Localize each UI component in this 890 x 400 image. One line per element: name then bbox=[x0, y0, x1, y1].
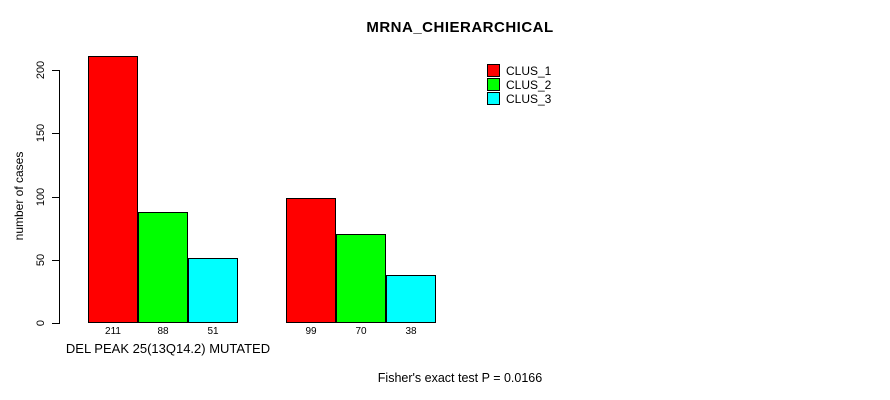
fisher-test-annotation: Fisher's exact test P = 0.0166 bbox=[377, 371, 543, 385]
bar-value-label: 51 bbox=[207, 326, 219, 337]
chart-title: MRNA_CHIERARCHICAL bbox=[366, 19, 554, 36]
bar-clus_2-group-1 bbox=[138, 212, 188, 323]
bar-value-label: 99 bbox=[305, 326, 317, 337]
bar-clus_3-group-2 bbox=[386, 275, 436, 323]
bar-clus_1-group-1 bbox=[88, 56, 138, 323]
bar-clus_3-group-1 bbox=[188, 258, 238, 323]
y-tick-mark bbox=[52, 197, 59, 198]
y-tick-mark bbox=[52, 70, 59, 71]
legend-swatch-clus_2 bbox=[487, 78, 500, 91]
legend-label: CLUS_1 bbox=[506, 63, 552, 78]
y-tick-label: 100 bbox=[35, 187, 47, 207]
legend-swatch-clus_3 bbox=[487, 92, 500, 105]
y-tick-label: 150 bbox=[35, 123, 47, 143]
legend-swatch-clus_1 bbox=[487, 64, 500, 77]
y-axis-label: number of cases bbox=[12, 151, 26, 241]
legend-label: CLUS_3 bbox=[506, 91, 552, 106]
bar-clus_1-group-2 bbox=[286, 198, 336, 323]
legend-item-clus_2: CLUS_2 bbox=[487, 77, 552, 92]
y-tick-mark bbox=[52, 133, 59, 134]
bar-value-label: 211 bbox=[105, 326, 121, 337]
y-tick-label: 200 bbox=[35, 60, 47, 80]
y-axis-line bbox=[59, 70, 60, 324]
legend-item-clus_1: CLUS_1 bbox=[487, 63, 552, 78]
bar-value-label: 88 bbox=[157, 326, 169, 337]
y-tick-label: 0 bbox=[35, 319, 47, 327]
y-tick-label: 50 bbox=[35, 253, 47, 267]
legend-item-clus_3: CLUS_3 bbox=[487, 91, 552, 106]
legend-label: CLUS_2 bbox=[506, 77, 552, 92]
x-axis-label: DEL PEAK 25(13Q14.2) MUTATED bbox=[65, 341, 271, 356]
bar-value-label: 38 bbox=[405, 326, 417, 337]
y-tick-mark bbox=[52, 260, 59, 261]
bar-clus_2-group-2 bbox=[336, 234, 386, 323]
bar-value-label: 70 bbox=[355, 326, 367, 337]
y-tick-mark bbox=[52, 323, 59, 324]
